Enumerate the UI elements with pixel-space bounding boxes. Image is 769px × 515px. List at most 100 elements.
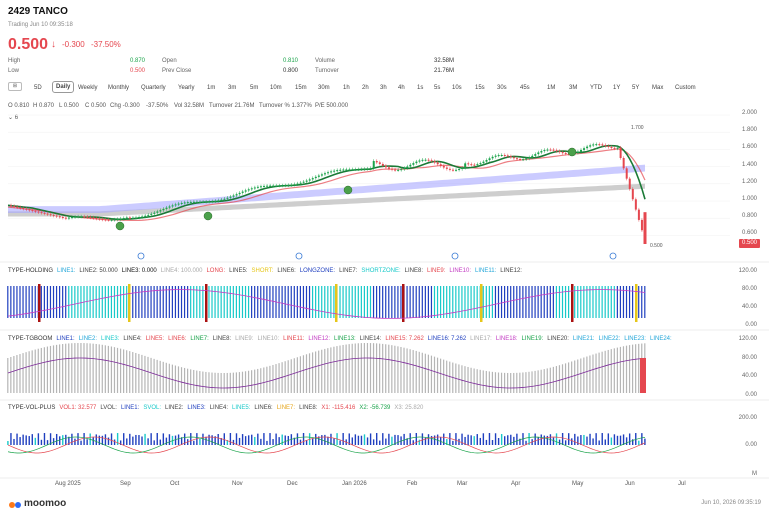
candle-body (433, 161, 436, 163)
candle-body (506, 155, 509, 157)
holding-bar (284, 286, 286, 318)
tgboom-bar (601, 351, 603, 393)
tgboom-bar (284, 361, 286, 393)
holding_panel-series-label: SHORT: (251, 268, 274, 274)
volume-bar (400, 436, 402, 445)
tgboom-bar (119, 348, 122, 393)
period-yearly[interactable]: Yearly (178, 85, 195, 91)
tgboom_panel-series-label: LINE13: (334, 336, 356, 342)
candle-body (153, 212, 156, 214)
signal-marker (203, 211, 213, 221)
volume-bar (436, 434, 439, 445)
volume-bar (211, 435, 213, 445)
period-30s[interactable]: 30s (497, 85, 507, 91)
ohlc-volume: Vol 32.58M (174, 103, 205, 109)
period-15s[interactable]: 15s (475, 85, 485, 91)
candle-body (576, 151, 579, 153)
period-5d[interactable]: 5D (34, 85, 42, 91)
period-weekly[interactable]: Weekly (78, 85, 98, 91)
tgboom-bar (302, 355, 305, 393)
candle-body (71, 217, 74, 219)
holding-bar (382, 286, 384, 318)
tgboom-bar (266, 366, 268, 393)
volume-bar (415, 433, 418, 445)
candle-body (424, 159, 427, 161)
price-tick: 1.800 (741, 127, 757, 134)
tgboom-bar (622, 346, 625, 393)
holding-bar (412, 286, 414, 318)
volume-bar (379, 440, 381, 445)
period-1h[interactable]: 1h (343, 85, 350, 91)
holding-bar (171, 286, 173, 318)
volume-bar (229, 433, 232, 445)
volume-bar (13, 438, 15, 445)
holding-bar (610, 286, 612, 318)
candle-body (601, 144, 604, 146)
candle-body (558, 151, 561, 153)
candle-body (226, 197, 229, 199)
volume-bar (342, 433, 344, 445)
candle-body (327, 172, 330, 174)
tgboom-bar (625, 345, 628, 393)
period-5s[interactable]: 5s (434, 85, 441, 91)
period-1m[interactable]: 1m (207, 85, 216, 91)
candle-body (512, 157, 515, 159)
period-daily[interactable]: Daily (52, 81, 75, 93)
ma-settings-toggle[interactable]: ⌄ 6 (8, 115, 19, 121)
period-3m[interactable]: 3M (569, 85, 578, 91)
holding-bar (202, 286, 204, 318)
volume-bar (507, 435, 509, 445)
candle-body (95, 218, 98, 220)
period-1m[interactable]: 1M (547, 85, 556, 91)
tgboom-bar (497, 372, 500, 393)
tgboom-bar (446, 360, 448, 393)
candle-body (128, 217, 131, 219)
volume-bar (363, 434, 366, 445)
volume-bar (104, 434, 107, 445)
candle-body (10, 205, 13, 207)
candle-body (342, 169, 345, 171)
candle-body (55, 215, 58, 217)
period-10s[interactable]: 10s (452, 85, 462, 91)
time-tick: Aug 2025 (55, 481, 81, 487)
period-3m[interactable]: 3m (228, 85, 237, 91)
holding-bar (476, 286, 478, 318)
candle-body (293, 184, 296, 186)
chart-type-menu-button[interactable]: ⊞ (8, 82, 22, 91)
period-max[interactable]: Max (652, 85, 664, 91)
period-5y[interactable]: 5Y (632, 85, 640, 91)
volume-bar (101, 435, 104, 445)
period-ytd[interactable]: YTD (590, 85, 602, 91)
period-custom[interactable]: Custom (675, 85, 696, 91)
candle-body (317, 175, 320, 177)
candle-body (458, 169, 461, 171)
period-quarterly[interactable]: Quarterly (141, 85, 166, 91)
vol_panel-series-label: LINE4: (209, 405, 229, 411)
period-30m[interactable]: 30m (318, 85, 330, 91)
holding-bar (604, 286, 606, 318)
volume-bar (568, 433, 570, 445)
candle-body (622, 158, 625, 169)
tgboom_panel-series-label: LINE2: (78, 336, 98, 342)
period-10m[interactable]: 10m (270, 85, 282, 91)
period-45s[interactable]: 45s (520, 85, 530, 91)
tgboom-bar (177, 366, 180, 393)
moomoo-logo-text: moomoo (24, 498, 67, 509)
vol_panel-title: TYPE-VOL-PLUS (8, 405, 56, 411)
period-15m[interactable]: 15m (295, 85, 307, 91)
period-3h[interactable]: 3h (380, 85, 387, 91)
period-4h[interactable]: 4h (398, 85, 405, 91)
period-1s[interactable]: 1s (417, 85, 424, 91)
volume-bar (46, 440, 49, 445)
period-2h[interactable]: 2h (362, 85, 369, 91)
candle-body (177, 203, 180, 205)
period-1y[interactable]: 1Y (613, 85, 621, 91)
candle-body (238, 192, 241, 195)
holding-bar (461, 286, 463, 318)
period-monthly[interactable]: Monthly (108, 85, 130, 91)
tgboom_panel-series-label: LINE3: (101, 336, 120, 342)
period-5m[interactable]: 5m (250, 85, 259, 91)
candle-body (220, 199, 223, 201)
candle-body (253, 187, 256, 189)
